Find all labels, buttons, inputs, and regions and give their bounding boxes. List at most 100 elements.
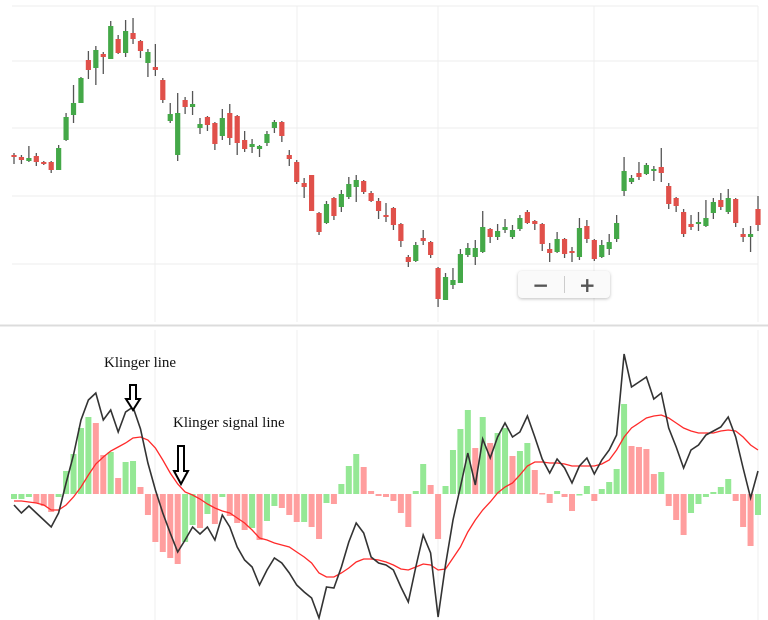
candle — [249, 139, 255, 153]
histogram-bar — [390, 494, 397, 501]
candle-body — [442, 277, 449, 300]
candle — [450, 268, 456, 289]
candle-body — [309, 175, 315, 211]
candle — [703, 200, 709, 227]
candle-body — [123, 31, 129, 53]
candle-body — [420, 238, 426, 241]
histogram-bar — [383, 494, 389, 497]
candle — [502, 219, 508, 233]
candle — [115, 35, 121, 54]
candle-body — [70, 103, 77, 115]
candle — [428, 241, 434, 258]
candle-body — [115, 39, 121, 53]
candle — [554, 232, 560, 253]
histogram-bar — [271, 494, 278, 506]
candle — [264, 131, 270, 146]
candle-body — [249, 144, 255, 147]
candle — [628, 175, 635, 184]
candle — [725, 189, 731, 214]
candle-body — [152, 67, 158, 70]
candle-body — [747, 234, 754, 237]
zoom-in-button[interactable]: + — [565, 271, 611, 298]
histogram-bar — [442, 486, 449, 494]
candle-body — [524, 212, 530, 223]
candle — [390, 207, 397, 230]
candle — [643, 163, 649, 175]
histogram-bar — [673, 494, 680, 520]
candle-body — [264, 134, 270, 143]
candle — [718, 193, 724, 210]
histogram-bar — [85, 417, 92, 494]
zoom-out-button[interactable]: − — [518, 271, 564, 298]
histogram-bar — [427, 485, 434, 494]
histogram-bar — [219, 494, 226, 497]
histogram-bar — [256, 494, 263, 540]
candle-body — [681, 212, 687, 234]
candle — [517, 215, 523, 231]
candle — [123, 20, 129, 57]
candle — [152, 44, 158, 76]
candle-body — [472, 248, 478, 257]
candle — [11, 153, 17, 164]
candle-body — [212, 123, 218, 144]
histogram-bar — [680, 494, 687, 535]
candle — [383, 203, 389, 222]
candle — [368, 191, 374, 202]
candle — [480, 211, 486, 253]
candle — [398, 223, 404, 247]
candle-body — [189, 104, 196, 107]
histogram-bar — [702, 494, 709, 497]
annotation-klinger-line: Klinger line — [104, 355, 177, 371]
histogram-bar — [301, 494, 308, 522]
candle-body — [316, 213, 322, 232]
candle — [271, 120, 277, 133]
histogram-bar — [263, 494, 270, 521]
candle — [78, 77, 84, 103]
candle — [18, 155, 25, 164]
candle — [599, 240, 605, 258]
histogram-bar — [144, 494, 151, 515]
histogram-bar — [516, 451, 523, 494]
candle-body — [621, 171, 627, 191]
histogram-bar — [115, 478, 122, 494]
candle — [160, 78, 166, 103]
histogram-bar — [524, 443, 531, 494]
candle — [175, 93, 181, 161]
candle-body — [688, 224, 694, 227]
histogram-bar — [405, 494, 412, 527]
histogram-bar — [234, 494, 241, 523]
histogram-bar — [197, 494, 203, 528]
histogram-bar — [621, 404, 628, 494]
candle — [710, 198, 716, 219]
candle-body — [517, 218, 523, 229]
candle — [353, 175, 359, 202]
candle — [234, 115, 240, 155]
histogram-bar — [130, 461, 137, 494]
candle-body — [591, 240, 597, 259]
candle-body — [539, 224, 545, 244]
candle-body — [547, 249, 553, 253]
candle — [561, 238, 568, 258]
histogram-bar — [613, 469, 620, 494]
histogram-bar — [606, 482, 613, 494]
candle — [509, 225, 516, 239]
histogram-bar — [226, 494, 233, 516]
candle — [219, 109, 225, 140]
candle — [204, 116, 211, 131]
histogram-bar — [717, 487, 724, 494]
candle — [212, 122, 218, 150]
candle — [539, 223, 545, 251]
candle-body — [457, 254, 463, 283]
candle — [442, 273, 449, 300]
klinger-signal-line — [14, 414, 759, 578]
histogram-bar — [658, 472, 665, 494]
candle-body — [509, 230, 516, 237]
minus-icon: − — [532, 272, 550, 297]
candle-body — [11, 155, 17, 157]
candle — [606, 234, 612, 255]
candle-body — [368, 193, 374, 201]
histogram-bar — [286, 494, 293, 515]
candle-body — [398, 224, 404, 241]
candle-body — [48, 162, 54, 170]
